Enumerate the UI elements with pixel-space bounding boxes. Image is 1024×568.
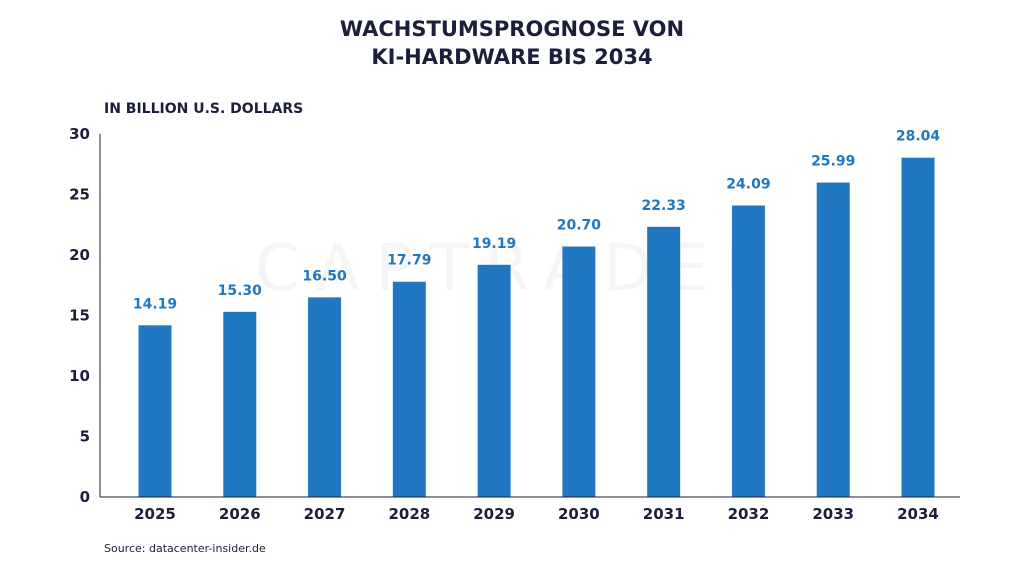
bar-2027	[308, 297, 342, 497]
y-tick-label: 25	[69, 186, 90, 204]
x-tick-label-2027: 2027	[304, 505, 346, 523]
bar-2028	[392, 281, 426, 497]
value-labels: 14.19 15.30 16.50 17.79 19.19 20.70 22.33 24.09…	[133, 129, 941, 313]
bar-2026	[223, 311, 257, 497]
bar-2034	[901, 157, 935, 497]
chart-title-line-2: KI-HARDWARE BIS 2034	[371, 45, 652, 69]
value-label-2025: 14.19	[133, 296, 177, 312]
x-tick-label-2028: 2028	[388, 505, 430, 523]
x-tick-label-2034: 2034	[897, 505, 939, 523]
y-tick-label: 30	[69, 125, 90, 143]
value-label-2029: 19.19	[472, 236, 516, 252]
bar-2033	[816, 182, 850, 497]
value-label-2026: 15.30	[218, 283, 263, 299]
x-tick-label-2026: 2026	[219, 505, 261, 523]
y-tick-label: 20	[69, 246, 90, 264]
bar-2032	[731, 205, 765, 498]
value-label-2033: 25.99	[811, 154, 855, 170]
bars	[138, 157, 935, 498]
y-tick-label: 5	[80, 428, 90, 446]
value-label-2034: 28.04	[896, 129, 941, 145]
y-tick-label: 0	[80, 488, 90, 506]
value-label-2032: 24.09	[726, 177, 770, 193]
y-tick-label: 10	[69, 367, 90, 385]
value-label-2027: 16.50	[302, 268, 347, 284]
x-tick-label-2025: 2025	[134, 505, 176, 523]
x-tick-label-2029: 2029	[473, 505, 515, 523]
x-axis: 2025 2026 2027 2028 2029 2030 2031 2032 2033 2034	[134, 505, 939, 523]
bar-2030	[562, 246, 596, 497]
x-tick-label-2033: 2033	[812, 505, 854, 523]
y-axis: 0 5 10 15 20 25 30	[69, 125, 90, 506]
unit-label: IN BILLION U.S. DOLLARS	[104, 101, 303, 117]
value-label-2030: 20.70	[557, 218, 602, 234]
bar-2025	[138, 325, 172, 497]
x-tick-label-2032: 2032	[728, 505, 770, 523]
x-tick-label-2031: 2031	[643, 505, 685, 523]
chart-title-line-1: WACHSTUMSPROGNOSE VON	[340, 17, 684, 41]
bar-2029	[477, 264, 511, 497]
value-label-2028: 17.79	[387, 253, 431, 269]
bar-2031	[647, 226, 681, 497]
value-label-2031: 22.33	[642, 198, 686, 214]
y-tick-label: 15	[69, 307, 90, 325]
source-note: Source: datacenter-insider.de	[104, 542, 266, 555]
x-tick-label-2030: 2030	[558, 505, 600, 523]
